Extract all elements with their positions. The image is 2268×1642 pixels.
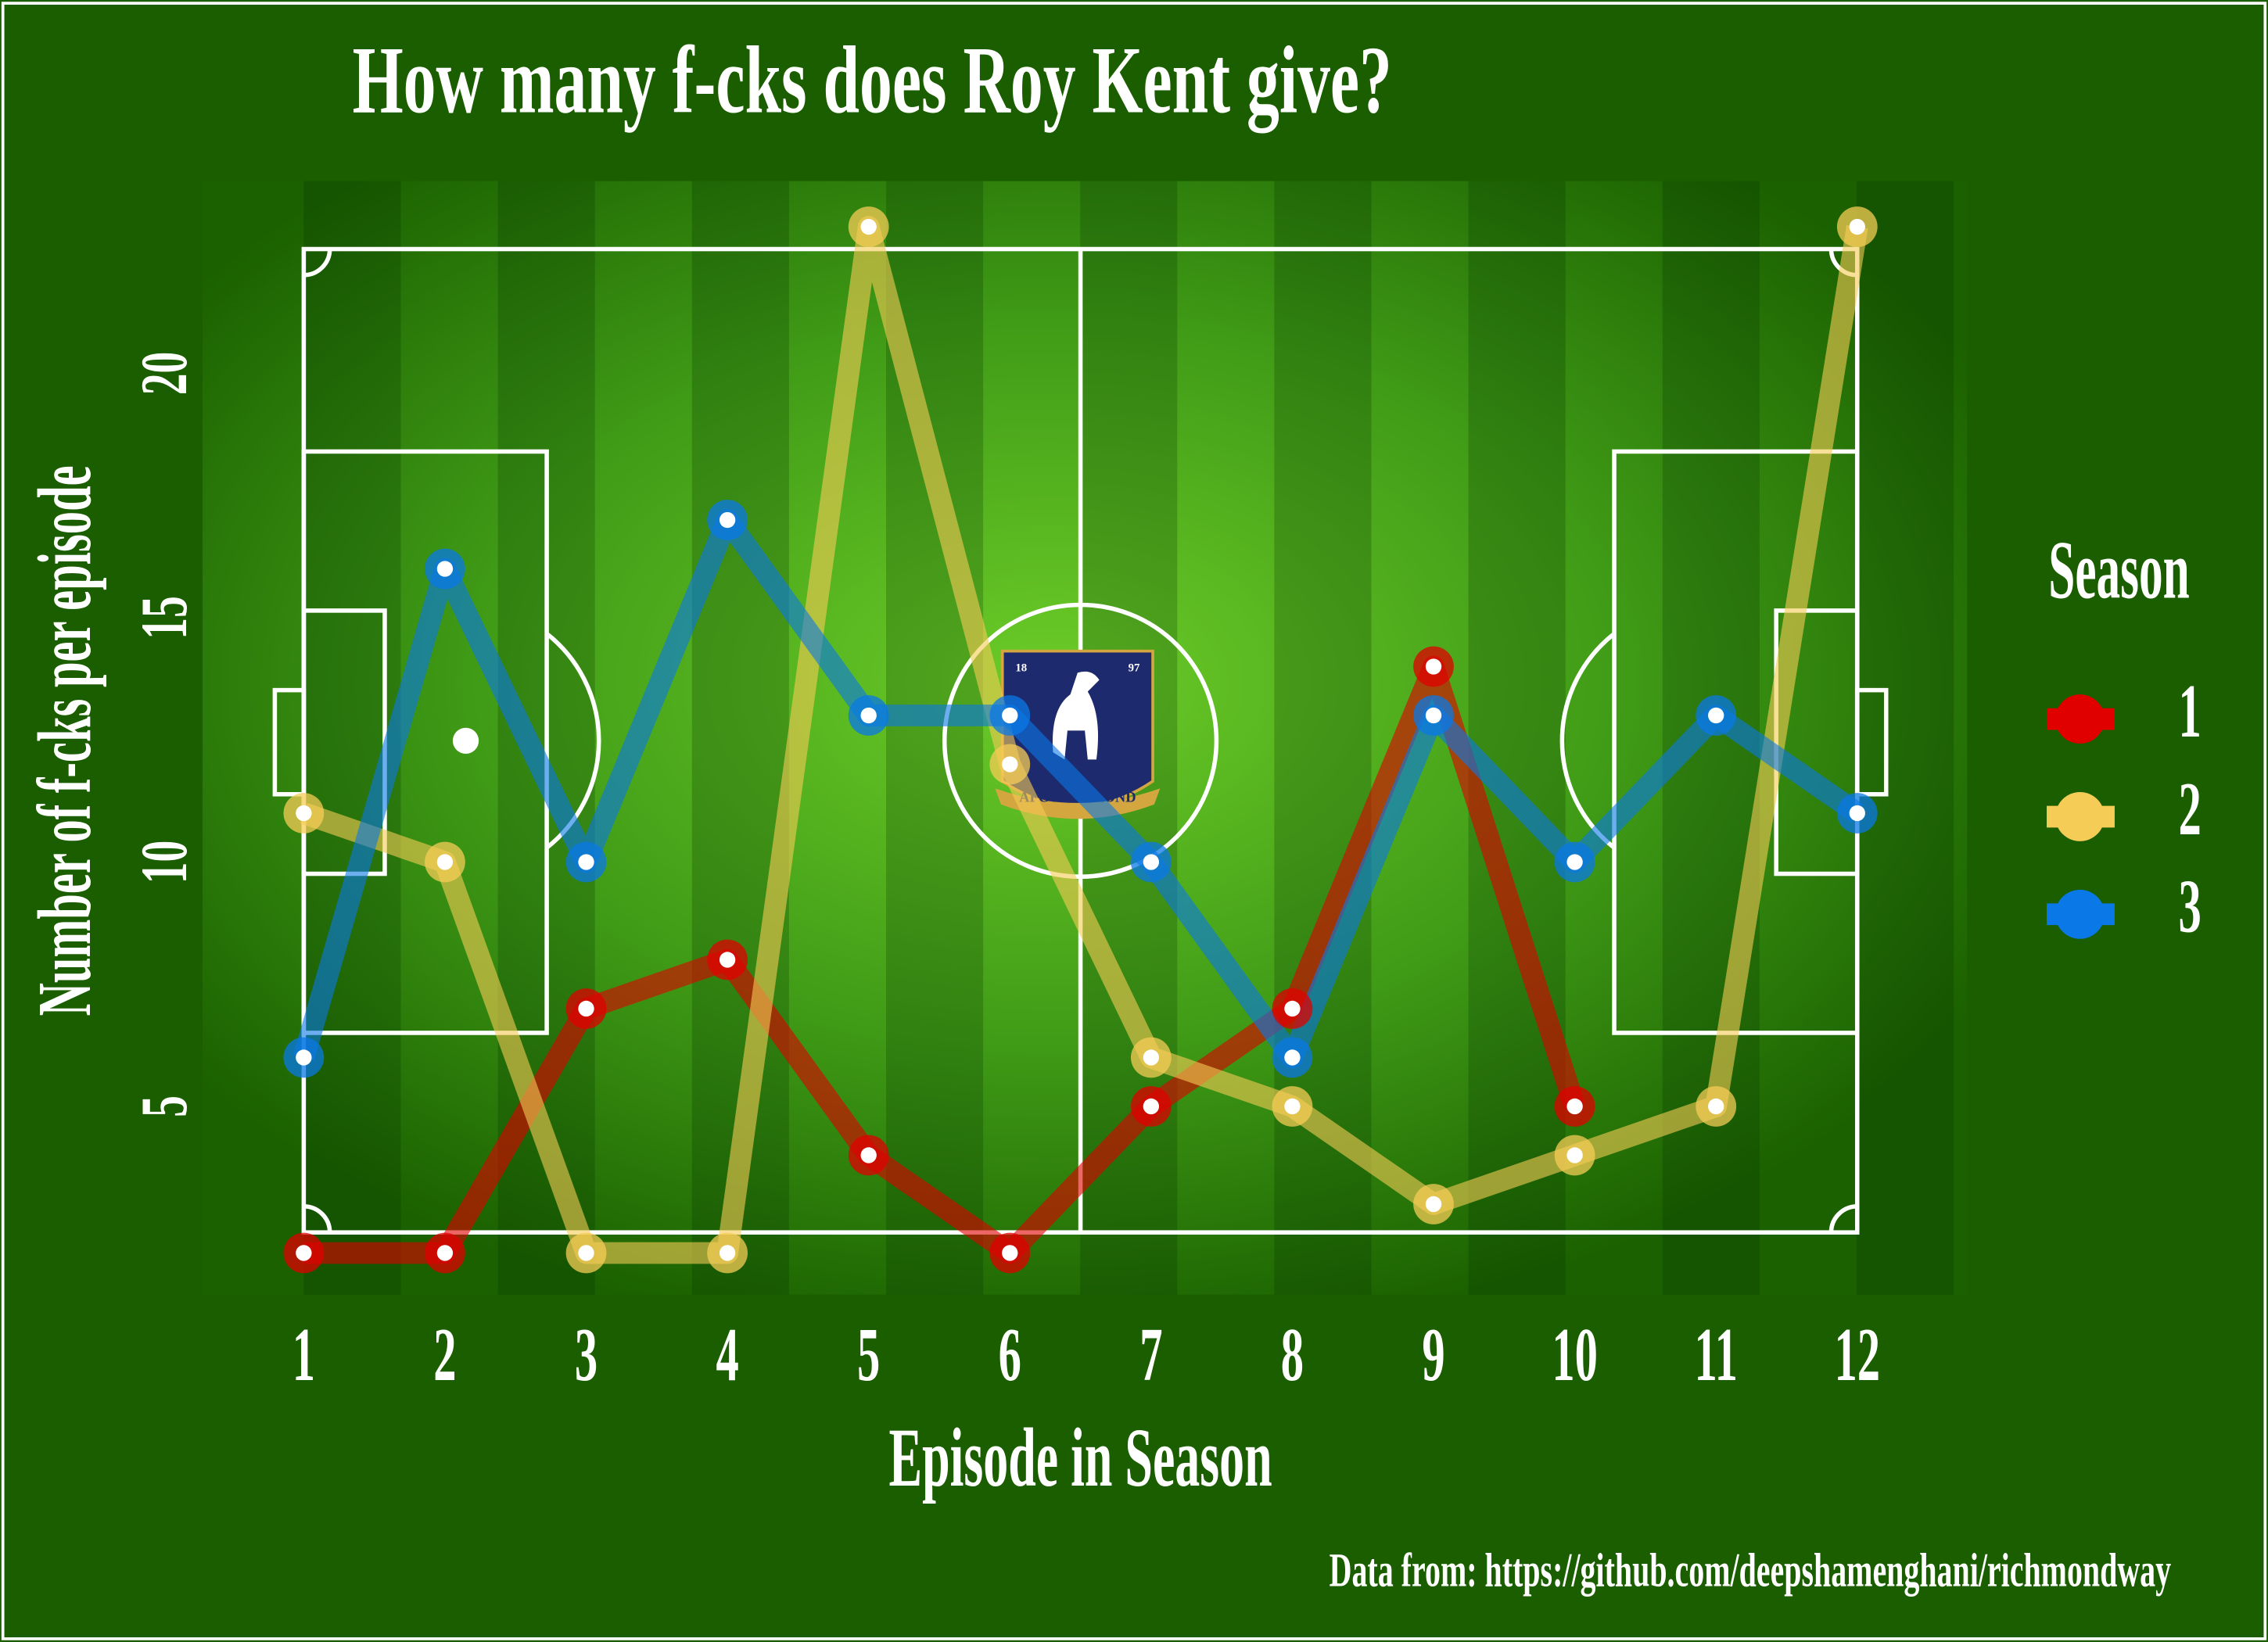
x-tick-label: 5	[857, 1313, 880, 1397]
x-axis-label: Episode in Season	[889, 1413, 1272, 1505]
x-tick-label: 11	[1695, 1313, 1738, 1397]
point-dot	[436, 854, 454, 870]
point-dot	[719, 511, 736, 529]
legend-label: 2	[2178, 767, 2201, 851]
y-tick-label: 5	[127, 1095, 201, 1117]
point-dot	[1566, 1147, 1583, 1163]
point-dot	[578, 1245, 594, 1261]
point-dot	[1566, 854, 1583, 870]
point-dot	[436, 1245, 454, 1261]
point-dot	[1566, 1098, 1583, 1115]
x-tick-label: 9	[1422, 1313, 1444, 1397]
point-dot	[578, 1000, 594, 1017]
point-dot	[860, 707, 877, 724]
point-dot	[1284, 1000, 1301, 1017]
point-dot	[1849, 805, 1865, 822]
x-tick-label: 7	[1139, 1313, 1162, 1397]
point-dot	[578, 854, 594, 870]
legend-label: 1	[2178, 669, 2201, 754]
x-tick-label: 4	[716, 1313, 738, 1397]
point-dot	[1143, 1049, 1160, 1066]
x-tick-label: 2	[433, 1313, 456, 1397]
y-axis-label: Number of f-cks per episode	[23, 465, 107, 1016]
legend-marker	[2055, 694, 2105, 744]
legend-title: Season	[2048, 524, 2189, 616]
stripe	[1857, 181, 1954, 1295]
point-dot	[1425, 1196, 1442, 1213]
y-tick-label: 20	[127, 352, 201, 395]
logo-year: 97	[1129, 661, 1140, 674]
chart-title: How many f-cks does Roy Kent give?	[353, 27, 1392, 134]
point-dot	[1425, 658, 1442, 675]
series-line	[300, 216, 1868, 1264]
point-dot	[719, 952, 736, 968]
point-dot	[296, 1049, 312, 1066]
logo-year: 18	[1015, 661, 1027, 674]
point-dot	[436, 561, 454, 577]
point-dot	[1002, 756, 1018, 773]
x-tick-label: 1	[292, 1313, 315, 1397]
y-tick-label: 15	[127, 596, 201, 639]
x-tick-label: 6	[999, 1313, 1021, 1397]
point-dot	[296, 1245, 312, 1261]
point-dot	[860, 1147, 877, 1163]
y-tick-label: 10	[127, 841, 201, 884]
x-tick-label: 8	[1281, 1313, 1304, 1397]
point-dot	[1002, 707, 1018, 724]
stripe	[1468, 181, 1566, 1295]
point-dot	[1284, 1049, 1301, 1066]
point-dot	[1849, 218, 1865, 235]
series-line	[293, 509, 1864, 1069]
point-dot	[1143, 1098, 1160, 1115]
pitch-stripes	[303, 181, 1954, 1295]
point-dot	[1284, 1098, 1301, 1115]
legend-label: 3	[2178, 865, 2201, 949]
x-tick-label: 3	[575, 1313, 598, 1397]
legend-marker	[2055, 792, 2105, 841]
point-dot	[719, 1245, 736, 1261]
point-dot	[1708, 707, 1724, 724]
point-dot	[1708, 1098, 1724, 1115]
legend-marker	[2055, 889, 2105, 939]
series-line	[303, 655, 1585, 1264]
caption: Data from: https://github.com/deepshamen…	[1330, 1544, 2172, 1597]
point-dot	[1425, 707, 1442, 724]
point-dot	[1143, 854, 1160, 870]
point-dot	[1002, 1245, 1018, 1261]
x-tick-label: 10	[1552, 1313, 1598, 1397]
point-dot	[860, 218, 877, 235]
x-tick-label: 12	[1834, 1313, 1880, 1397]
point-dot	[296, 805, 312, 822]
